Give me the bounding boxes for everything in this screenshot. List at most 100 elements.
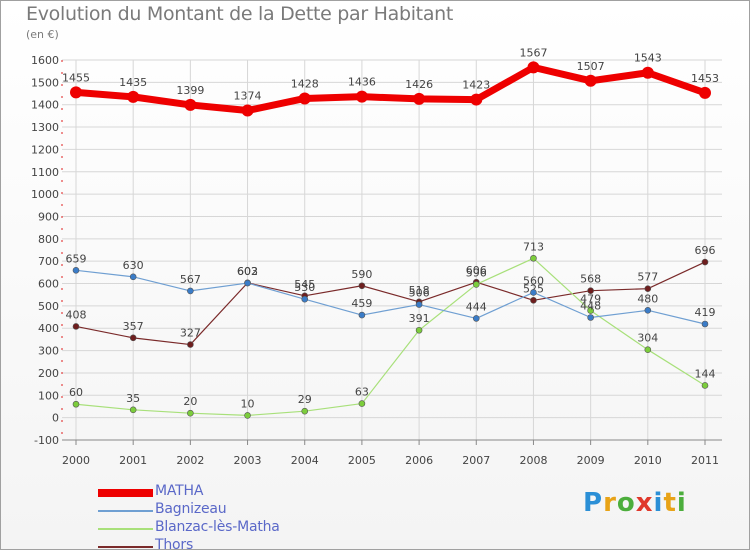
- data-label: 545: [294, 278, 315, 291]
- series-bagnizeau: 659 630 567 602 530 459 506 444 560 448 480 419: [66, 252, 716, 328]
- data-point: [644, 307, 652, 314]
- brand-letter: x: [635, 488, 654, 518]
- data-point: [129, 273, 137, 281]
- data-point: [127, 90, 140, 103]
- data-label: 419: [695, 306, 716, 319]
- data-label: 29: [298, 393, 312, 406]
- brand-letter: r: [603, 488, 617, 518]
- x-tick-label: 2003: [234, 454, 262, 467]
- y-tick-label: 600: [38, 278, 59, 291]
- y-tick-label: 0: [52, 412, 59, 425]
- data-point: [415, 301, 423, 308]
- y-tick-label: 800: [38, 233, 59, 246]
- data-label: 1455: [62, 71, 90, 84]
- legend-label: Thors: [155, 537, 194, 553]
- data-label: 1399: [176, 84, 204, 97]
- data-label: 408: [66, 308, 87, 321]
- y-tick-label: 400: [38, 322, 59, 335]
- data-point: [187, 287, 194, 295]
- data-point: [70, 86, 82, 99]
- x-axis: 2000 2001 2002 2003 2004 2005 2006 2007 2008 2009…: [62, 439, 722, 467]
- data-label: 1374: [234, 90, 262, 103]
- data-label: 590: [351, 268, 372, 281]
- data-label: 659: [66, 252, 87, 265]
- series-line: [75, 261, 706, 346]
- y-tick-label: 100: [38, 389, 59, 402]
- x-tick-label: 2006: [405, 454, 433, 467]
- y-tick-label: 700: [38, 255, 59, 268]
- series-thors: 408 357 327 603 545 590 518 606 525 568 577 696: [66, 244, 716, 348]
- y-tick-label: 1200: [31, 143, 59, 156]
- x-tick-label: 2001: [119, 454, 147, 467]
- data-point: [244, 412, 251, 419]
- data-label: 20: [183, 395, 197, 408]
- brand-letter: i: [653, 488, 664, 518]
- x-tick-label: 2005: [348, 454, 376, 467]
- data-label: 327: [180, 327, 201, 340]
- data-label: 560: [523, 274, 544, 287]
- data-point: [184, 98, 197, 111]
- data-point: [587, 314, 594, 321]
- y-tick-label: 1000: [31, 188, 59, 201]
- data-point: [701, 382, 709, 389]
- data-label: 1436: [348, 76, 376, 89]
- data-point: [587, 287, 594, 294]
- x-tick-label: 2010: [634, 454, 662, 467]
- y-tick-label: 1300: [31, 121, 59, 134]
- data-point: [472, 281, 480, 288]
- brand-letter: o: [616, 488, 636, 518]
- data-label: 459: [351, 297, 372, 310]
- y-tick-label: 200: [38, 367, 59, 380]
- legend-label: Bagnizeau: [155, 501, 227, 517]
- data-point: [358, 311, 366, 319]
- gridlines: [62, 59, 722, 441]
- data-point: [241, 104, 254, 117]
- series-line: [75, 63, 707, 115]
- y-tick-label: 1500: [31, 76, 59, 89]
- data-label: 1428: [291, 77, 319, 90]
- data-label: 304: [637, 332, 658, 345]
- data-point: [699, 86, 711, 99]
- data-point: [472, 315, 480, 322]
- series-matha: 1455 1435 1399 1374 1428 1436 1426 1423 1567 1507…: [62, 46, 719, 117]
- legend-label: Blanzac-lès-Matha: [155, 519, 280, 535]
- x-tick-label: 2000: [62, 454, 90, 467]
- brand-letter: P: [583, 488, 604, 518]
- data-point: [644, 285, 652, 292]
- y-tick-label: 300: [38, 345, 59, 358]
- data-label: 444: [466, 300, 487, 313]
- data-point: [527, 61, 540, 74]
- data-label: 479: [580, 293, 601, 306]
- brand-letter: i: [676, 488, 687, 518]
- data-point: [301, 407, 309, 415]
- data-label: 357: [123, 320, 144, 333]
- data-label: 603: [237, 265, 258, 278]
- data-label: 1426: [405, 78, 433, 91]
- data-point: [72, 323, 80, 330]
- data-label: 696: [695, 244, 716, 257]
- legend-label: MATHA: [155, 483, 204, 499]
- data-point: [701, 320, 709, 328]
- data-point: [358, 282, 366, 290]
- data-label: 530: [294, 281, 315, 294]
- series-line: [75, 269, 706, 325]
- data-point: [187, 409, 194, 417]
- data-point: [244, 279, 251, 287]
- y-tick-label: 500: [38, 300, 59, 313]
- data-point: [530, 296, 537, 304]
- data-point: [641, 66, 654, 79]
- y-tick-label: 1400: [31, 99, 59, 112]
- x-tick-label: 2009: [577, 454, 605, 467]
- chart-title: Evolution du Montant de la Dette par Hab…: [26, 3, 454, 25]
- legend-swatch: [98, 546, 153, 548]
- data-label: 35: [126, 392, 140, 405]
- data-label: 60: [69, 386, 83, 399]
- x-tick-label: 2008: [519, 454, 547, 467]
- data-label: 713: [523, 240, 544, 253]
- brand-logo: Proxiti: [583, 488, 687, 518]
- data-point: [413, 92, 426, 105]
- data-label: 1507: [577, 60, 605, 73]
- data-point: [129, 406, 137, 414]
